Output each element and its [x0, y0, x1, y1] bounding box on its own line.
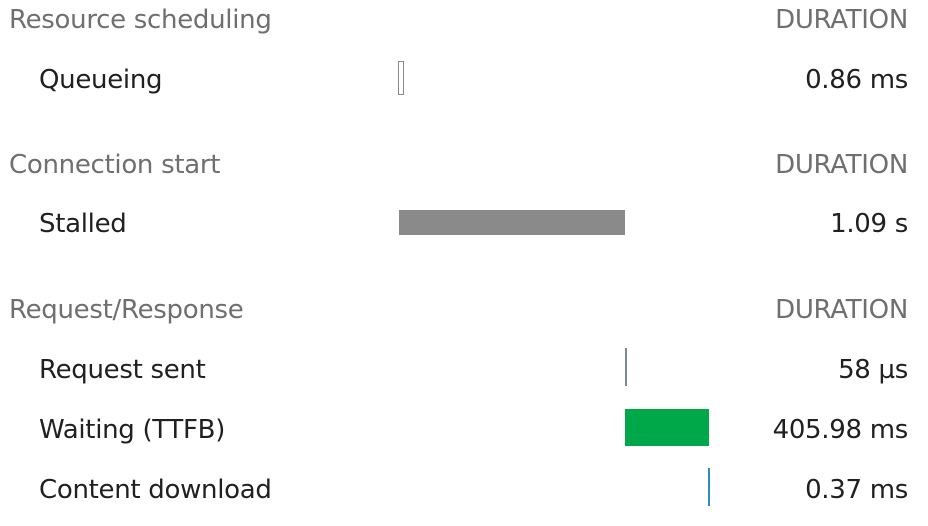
phase-label-waiting-ttfb: Waiting (TTFB): [39, 415, 226, 445]
phase-label-content-download: Content download: [39, 475, 272, 505]
bar-request-sent: [625, 348, 627, 386]
section-title-resource-scheduling: Resource scheduling: [9, 5, 272, 35]
phase-value-queueing: 0.86 ms: [805, 65, 908, 95]
phase-value-request-sent: 58 µs: [838, 355, 908, 385]
duration-header: DURATION: [775, 5, 908, 35]
phase-label-request-sent: Request sent: [39, 355, 206, 385]
duration-header: DURATION: [775, 295, 908, 325]
bar-waiting-ttfb: [625, 409, 709, 446]
duration-header: DURATION: [775, 150, 908, 180]
phase-value-waiting-ttfb: 405.98 ms: [772, 415, 909, 445]
phase-value-content-download: 0.37 ms: [805, 475, 908, 505]
section-title-connection-start: Connection start: [9, 150, 221, 180]
section-title-request-response: Request/Response: [9, 295, 244, 325]
phase-value-stalled: 1.09 s: [830, 209, 908, 239]
bar-queueing: [398, 61, 404, 95]
phase-label-queueing: Queueing: [39, 65, 163, 95]
bar-stalled: [399, 210, 625, 235]
phase-label-stalled: Stalled: [39, 209, 127, 239]
bar-content-download: [708, 468, 710, 506]
